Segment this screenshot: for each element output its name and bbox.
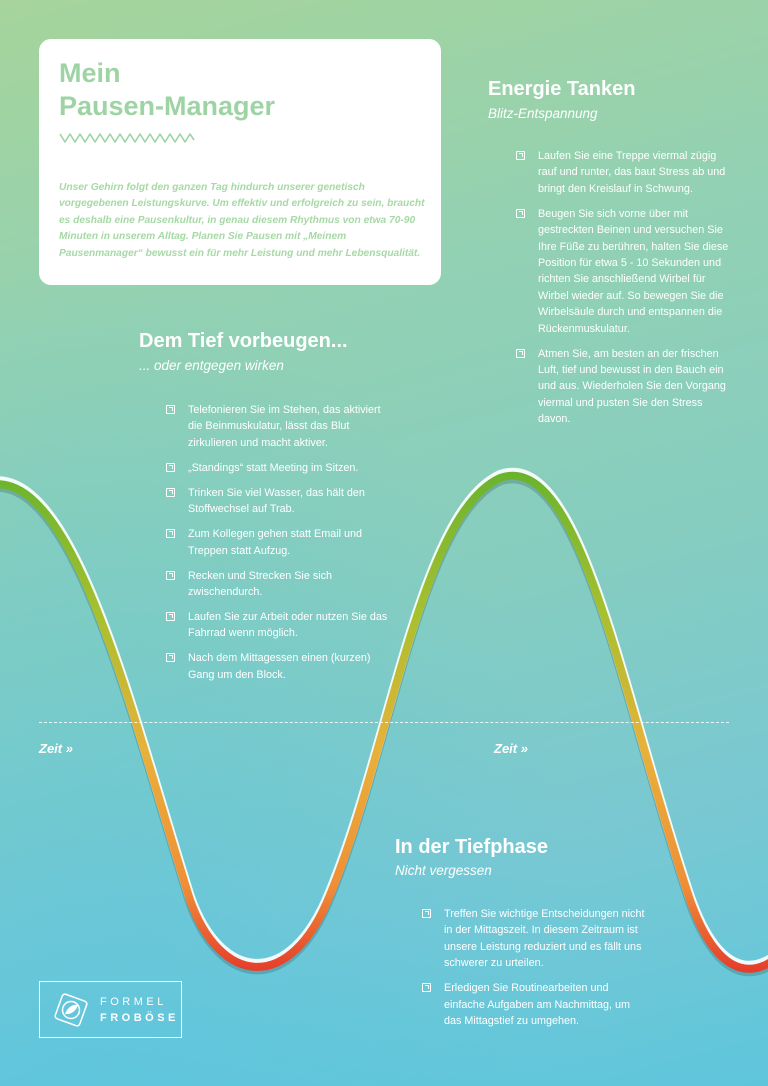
list-item-text: „Standings“ statt Meeting im Sitzen. [188, 461, 359, 474]
list-item-text: Treffen Sie wichtige Entscheidungen nich… [444, 908, 645, 970]
list-item-text: Nach dem Mittagessen einen (kurzen) Gang… [188, 652, 371, 681]
arrow-box-icon [166, 570, 175, 580]
energie-title: Energie Tanken [488, 78, 636, 100]
energie-list: Laufen Sie eine Treppe viermal zügig rau… [514, 148, 734, 436]
list-item-text: Beugen Sie sich vorne über mit gestreckt… [538, 207, 729, 335]
intro-text: Unser Gehirn folgt den ganzen Tag hindur… [59, 182, 425, 259]
arrow-box-icon [516, 151, 525, 160]
curve-line [0, 471, 768, 973]
list-item-text: Trinken Sie viel Wasser, das hält den St… [188, 486, 365, 516]
energie-subtitle: Blitz-Entspannung [488, 106, 598, 121]
arrow-box-icon [166, 612, 175, 622]
tiefphase-title: In der Tiefphase [395, 836, 549, 858]
intro-card: Mein Pausen-Manager Unser Gehirn folgt d… [39, 39, 441, 285]
squiggle-decoration [59, 133, 195, 143]
list-item: Telefonieren Sie im Stehen, das aktivier… [164, 402, 394, 451]
list-item: Laufen Sie zur Arbeit oder nutzen Sie da… [164, 609, 394, 642]
list-item-text: Telefonieren Sie im Stehen, das aktivier… [188, 404, 381, 449]
list-item-text: Recken und Strecken Sie sich zwischendur… [188, 569, 333, 599]
list-item: Treffen Sie wichtige Entscheidungen nich… [420, 906, 650, 972]
time-label-left: Zeit » [39, 741, 73, 756]
arrow-box-icon [166, 487, 175, 497]
list-item-text: Laufen Sie zur Arbeit oder nutzen Sie da… [188, 611, 388, 640]
tiefphase-subtitle: Nicht vergessen [395, 863, 492, 878]
list-item: Laufen Sie eine Treppe viermal zügig rau… [514, 148, 734, 197]
leaf-logo-icon [54, 993, 88, 1027]
vorbeugen-subtitle: ... oder entgegen wirken [139, 358, 284, 373]
time-label-right: Zeit » [494, 741, 528, 756]
list-item: Nach dem Mittagessen einen (kurzen) Gang… [164, 650, 394, 683]
page-title-line1: Mein [59, 58, 121, 88]
logo-text-line1: FORMEL [100, 996, 167, 1008]
arrow-box-icon [166, 405, 175, 414]
brand-logo: FORMEL FROBÖSE [39, 981, 182, 1038]
tiefphase-list: Treffen Sie wichtige Entscheidungen nich… [420, 906, 650, 1038]
arrow-box-icon [422, 983, 431, 993]
arrow-box-icon [422, 909, 431, 918]
vorbeugen-title: Dem Tief vorbeugen... [139, 330, 348, 352]
vorbeugen-list: Telefonieren Sie im Stehen, das aktivier… [164, 402, 394, 692]
list-item-text: Zum Kollegen gehen statt Email und Trepp… [188, 528, 363, 557]
list-item: Trinken Sie viel Wasser, das hält den St… [164, 485, 394, 518]
time-axis-line [39, 722, 729, 723]
list-item: „Standings“ statt Meeting im Sitzen. [164, 460, 394, 476]
list-item: Erledigen Sie Routinearbeiten und einfac… [420, 980, 650, 1029]
arrow-box-icon [516, 208, 525, 218]
logo-text-line2: FROBÖSE [100, 1012, 179, 1024]
arrow-box-icon [166, 529, 175, 539]
list-item: Atmen Sie, am besten an der frischen Luf… [514, 346, 734, 428]
arrow-box-icon [516, 348, 525, 358]
arrow-box-icon [166, 653, 175, 663]
page-title-line2: Pausen-Manager [59, 91, 276, 121]
list-item: Zum Kollegen gehen statt Email und Trepp… [164, 526, 394, 559]
list-item: Beugen Sie sich vorne über mit gestreckt… [514, 206, 734, 337]
list-item-text: Atmen Sie, am besten an der frischen Luf… [538, 347, 726, 426]
page-title: Mein Pausen-Manager [59, 57, 419, 123]
list-item-text: Laufen Sie eine Treppe viermal zügig rau… [538, 150, 726, 195]
arrow-box-icon [166, 462, 175, 472]
list-item-text: Erledigen Sie Routinearbeiten und einfac… [444, 982, 631, 1028]
list-item: Recken und Strecken Sie sich zwischendur… [164, 568, 394, 601]
